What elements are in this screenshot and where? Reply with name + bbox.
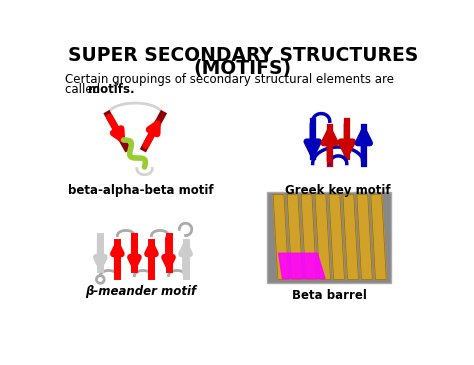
Polygon shape	[329, 195, 345, 280]
Text: β-meander motif: β-meander motif	[85, 285, 196, 298]
Polygon shape	[343, 195, 358, 280]
Polygon shape	[301, 195, 317, 280]
Polygon shape	[273, 195, 289, 280]
FancyBboxPatch shape	[267, 192, 391, 283]
Text: called: called	[65, 83, 104, 96]
Text: motifs.: motifs.	[88, 83, 135, 96]
Text: (MOTIFS): (MOTIFS)	[194, 59, 292, 78]
Polygon shape	[371, 195, 386, 280]
Text: Beta barrel: Beta barrel	[292, 289, 366, 301]
Text: beta-alpha-beta motif: beta-alpha-beta motif	[68, 184, 213, 197]
Polygon shape	[315, 195, 330, 280]
Text: Greek key motif: Greek key motif	[285, 184, 391, 197]
Polygon shape	[287, 195, 302, 280]
Polygon shape	[357, 195, 373, 280]
Text: SUPER SECONDARY STRUCTURES: SUPER SECONDARY STRUCTURES	[68, 46, 418, 65]
Polygon shape	[279, 253, 325, 278]
Text: Certain groupings of secondary structural elements are: Certain groupings of secondary structura…	[65, 73, 394, 86]
